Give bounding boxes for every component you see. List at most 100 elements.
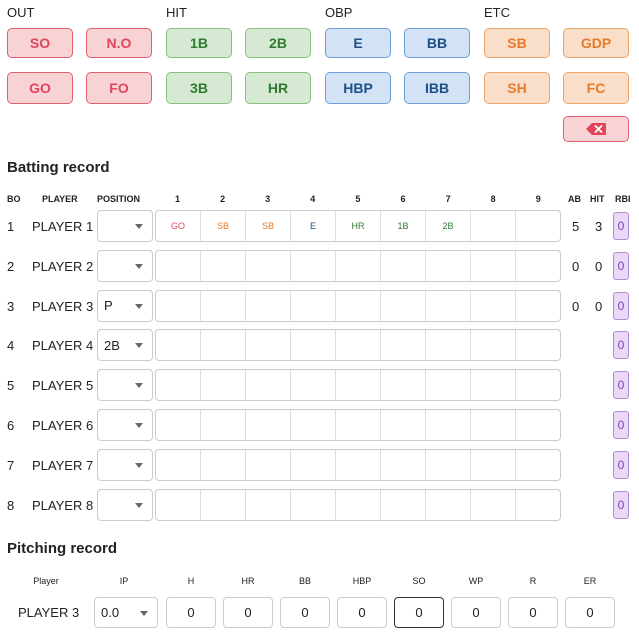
inning-cell-1[interactable]: [156, 330, 201, 361]
inning-cell-2[interactable]: [201, 330, 246, 361]
position-select[interactable]: [97, 409, 153, 441]
inning-cell-1[interactable]: [156, 250, 201, 281]
inning-cell-3[interactable]: [246, 410, 291, 440]
inning-cell-4[interactable]: [291, 449, 336, 480]
inning-cell-5[interactable]: [336, 489, 381, 520]
inning-cell-7[interactable]: 2B: [426, 211, 471, 241]
inning-cell-4[interactable]: E: [291, 211, 336, 241]
position-select[interactable]: [97, 210, 153, 242]
walk-button[interactable]: BB: [404, 28, 470, 58]
inning-cell-1[interactable]: [156, 449, 201, 480]
inning-cell-5[interactable]: [336, 449, 381, 480]
inning-cell-8[interactable]: [471, 250, 516, 281]
inning-cell-5[interactable]: HR: [336, 211, 381, 241]
no-button[interactable]: N.O: [86, 28, 152, 58]
inning-cell-2[interactable]: [201, 489, 246, 520]
inning-cell-1[interactable]: GO: [156, 211, 201, 241]
inning-cell-2[interactable]: [201, 370, 246, 401]
inning-cell-4[interactable]: [291, 250, 336, 281]
inning-cell-7[interactable]: [426, 250, 471, 281]
position-select[interactable]: P: [97, 289, 153, 322]
inning-cell-8[interactable]: [471, 489, 516, 520]
go-button[interactable]: GO: [7, 72, 73, 104]
inning-cell-7[interactable]: [426, 330, 471, 361]
hbp-button[interactable]: HBP: [325, 72, 391, 104]
ibb-button[interactable]: IBB: [404, 72, 470, 104]
rbi-value[interactable]: 0: [613, 450, 629, 479]
wp-input[interactable]: 0: [451, 597, 501, 628]
inning-cell-3[interactable]: [246, 250, 291, 281]
rbi-value[interactable]: 0: [613, 490, 629, 519]
inning-cell-8[interactable]: [471, 330, 516, 361]
sb-button[interactable]: SB: [484, 28, 550, 58]
so-input[interactable]: 0: [394, 597, 444, 628]
sh-button[interactable]: SH: [484, 72, 550, 104]
inning-cell-6[interactable]: [381, 330, 426, 361]
inning-cell-3[interactable]: [246, 370, 291, 401]
inning-cell-6[interactable]: 1B: [381, 211, 426, 241]
inning-cell-2[interactable]: [201, 449, 246, 480]
inning-cell-8[interactable]: [471, 410, 516, 440]
r-input[interactable]: 0: [508, 597, 558, 628]
inning-cell-4[interactable]: [291, 410, 336, 440]
inning-cell-6[interactable]: [381, 290, 426, 321]
position-select[interactable]: [97, 369, 153, 402]
inning-cell-9[interactable]: [516, 211, 560, 241]
inning-cell-1[interactable]: [156, 290, 201, 321]
rbi-value[interactable]: 0: [613, 371, 629, 400]
inning-cell-3[interactable]: [246, 330, 291, 361]
inning-cell-4[interactable]: [291, 330, 336, 361]
error-button[interactable]: E: [325, 28, 391, 58]
hbp-input[interactable]: 0: [337, 597, 387, 628]
inning-cell-5[interactable]: [336, 370, 381, 401]
rbi-value[interactable]: 0: [613, 411, 629, 439]
inning-cell-1[interactable]: [156, 370, 201, 401]
inning-cell-1[interactable]: [156, 489, 201, 520]
inning-cell-7[interactable]: [426, 370, 471, 401]
inning-cell-9[interactable]: [516, 450, 560, 480]
inning-cell-5[interactable]: [336, 410, 381, 440]
inning-cell-7[interactable]: [426, 489, 471, 520]
inning-cell-1[interactable]: [156, 410, 201, 440]
inning-cell-8[interactable]: [471, 370, 516, 401]
rbi-value[interactable]: 0: [613, 291, 629, 320]
inning-cell-2[interactable]: SB: [201, 211, 246, 241]
double-button[interactable]: 2B: [245, 28, 311, 58]
inning-cell-9[interactable]: [516, 490, 560, 520]
inning-cell-7[interactable]: [426, 449, 471, 480]
single-button[interactable]: 1B: [166, 28, 232, 58]
position-select[interactable]: [97, 448, 153, 481]
inning-cell-6[interactable]: [381, 489, 426, 520]
inning-cell-7[interactable]: [426, 290, 471, 321]
inning-cell-6[interactable]: [381, 410, 426, 440]
triple-button[interactable]: 3B: [166, 72, 232, 104]
inning-cell-8[interactable]: [471, 449, 516, 480]
rbi-value[interactable]: 0: [613, 212, 629, 240]
rbi-value[interactable]: 0: [613, 331, 629, 360]
inning-cell-9[interactable]: [516, 251, 560, 281]
inning-cell-3[interactable]: [246, 290, 291, 321]
fc-button[interactable]: FC: [563, 72, 629, 104]
inning-cell-4[interactable]: [291, 489, 336, 520]
inning-cell-8[interactable]: [471, 290, 516, 321]
h-input[interactable]: 0: [166, 597, 216, 628]
inning-cell-3[interactable]: SB: [246, 211, 291, 241]
inning-cell-9[interactable]: [516, 410, 560, 440]
inning-cell-2[interactable]: [201, 250, 246, 281]
ip-select[interactable]: 0.0: [94, 597, 158, 628]
inning-cell-8[interactable]: [471, 211, 516, 241]
inning-cell-2[interactable]: [201, 410, 246, 440]
delete-button[interactable]: [563, 116, 629, 142]
inning-cell-6[interactable]: [381, 449, 426, 480]
fo-button[interactable]: FO: [86, 72, 152, 104]
inning-cell-4[interactable]: [291, 290, 336, 321]
inning-cell-2[interactable]: [201, 290, 246, 321]
hr-input[interactable]: 0: [223, 597, 273, 628]
position-select[interactable]: 2B: [97, 329, 153, 362]
inning-cell-6[interactable]: [381, 250, 426, 281]
inning-cell-9[interactable]: [516, 291, 560, 321]
inning-cell-4[interactable]: [291, 370, 336, 401]
inning-cell-9[interactable]: [516, 370, 560, 400]
gdp-button[interactable]: GDP: [563, 28, 629, 58]
inning-cell-9[interactable]: [516, 330, 560, 360]
